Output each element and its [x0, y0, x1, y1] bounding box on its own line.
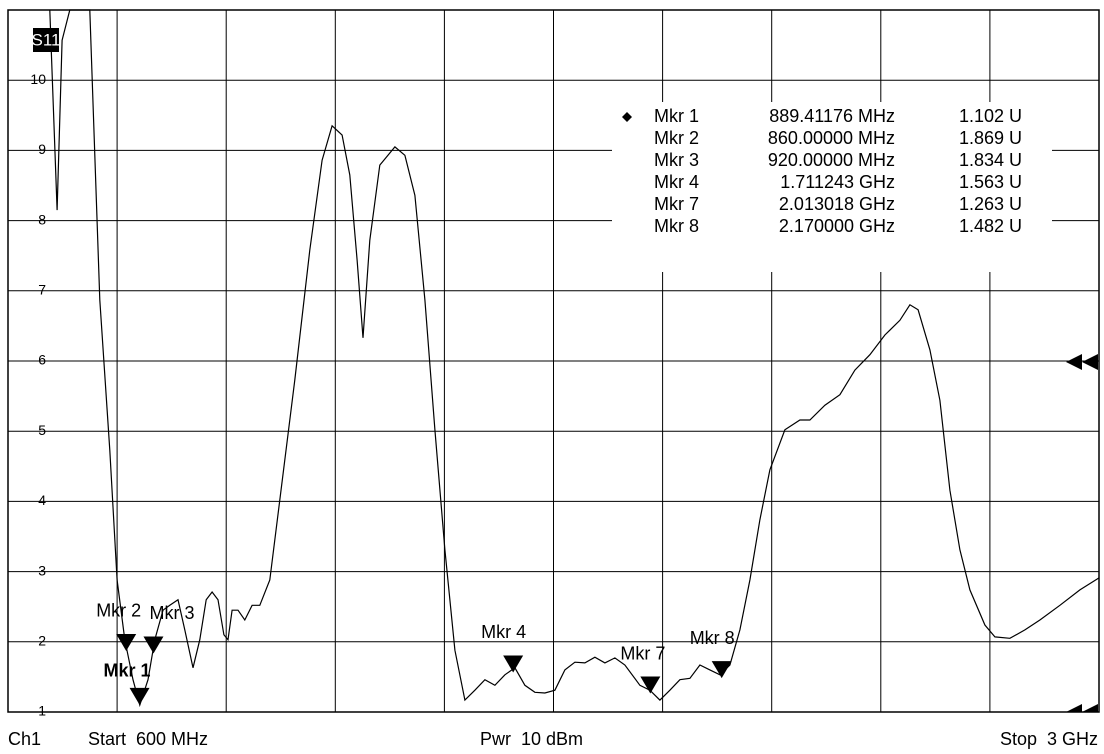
- marker-triangle: [129, 687, 150, 705]
- marker-table-bg: [612, 102, 1052, 272]
- y-tick-label: 7: [38, 282, 46, 298]
- table-frequency: 889.41176 MHz: [769, 106, 895, 126]
- table-marker-name: Mkr 7: [654, 194, 699, 214]
- marker-label: Mkr 8: [690, 628, 735, 648]
- table-reading: 1.834 U: [959, 150, 1022, 170]
- table-reading: 1.563 U: [959, 172, 1022, 192]
- table-marker-name: Mkr 3: [654, 150, 699, 170]
- marker-triangle: [711, 661, 732, 679]
- trace-label-box: [33, 28, 59, 52]
- y-tick-label: 9: [38, 141, 46, 157]
- table-frequency: 860.00000 MHz: [768, 128, 895, 148]
- y-tick-label: 5: [38, 422, 46, 438]
- marker-label: Mkr 7: [620, 643, 665, 663]
- trace: [49, 9, 1100, 708]
- start-label: Start 600 MHz: [88, 729, 208, 749]
- channel-label: Ch1: [8, 729, 41, 749]
- active-marker-icon: [622, 112, 632, 122]
- y-tick-label: 2: [38, 633, 46, 649]
- marker-label: Mkr 4: [481, 622, 526, 642]
- plot-frame: [7, 9, 1100, 713]
- table-frequency: 1.711243 GHz: [780, 172, 895, 192]
- table-reading: 1.102 U: [959, 106, 1022, 126]
- table-marker-name: Mkr 8: [654, 216, 699, 236]
- marker-triangle: [640, 676, 661, 694]
- y-tick-label: 8: [38, 211, 46, 227]
- table-marker-name: Mkr 1: [654, 106, 699, 126]
- ref-arrow: [1066, 704, 1098, 712]
- y-tick-label: 1: [38, 703, 46, 719]
- trace-label: S11: [32, 30, 61, 49]
- marker-label: Mkr 2: [96, 601, 141, 621]
- marker-triangle: [143, 636, 164, 654]
- marker-label: Mkr 1: [104, 661, 151, 681]
- table-frequency: 2.013018 GHz: [779, 194, 895, 214]
- marker-label: Mkr 3: [149, 603, 194, 623]
- y-tick-label: 4: [38, 492, 46, 508]
- stop-label: Stop 3 GHz: [1000, 729, 1098, 749]
- table-marker-name: Mkr 2: [654, 128, 699, 148]
- y-tick-label: 3: [38, 562, 46, 578]
- table-reading: 1.263 U: [959, 194, 1022, 214]
- power-label: Pwr 10 dBm: [480, 729, 583, 749]
- y-tick-label: 6: [38, 352, 46, 368]
- ref-arrow: [1066, 354, 1098, 370]
- table-reading: 1.482 U: [959, 216, 1022, 236]
- y-tick-label: 10: [30, 71, 46, 87]
- table-frequency: 920.00000 MHz: [768, 150, 895, 170]
- marker-triangle: [116, 633, 137, 651]
- table-reading: 1.869 U: [959, 128, 1022, 148]
- marker-triangle: [503, 655, 524, 673]
- table-marker-name: Mkr 4: [654, 172, 699, 192]
- table-frequency: 2.170000 GHz: [779, 216, 895, 236]
